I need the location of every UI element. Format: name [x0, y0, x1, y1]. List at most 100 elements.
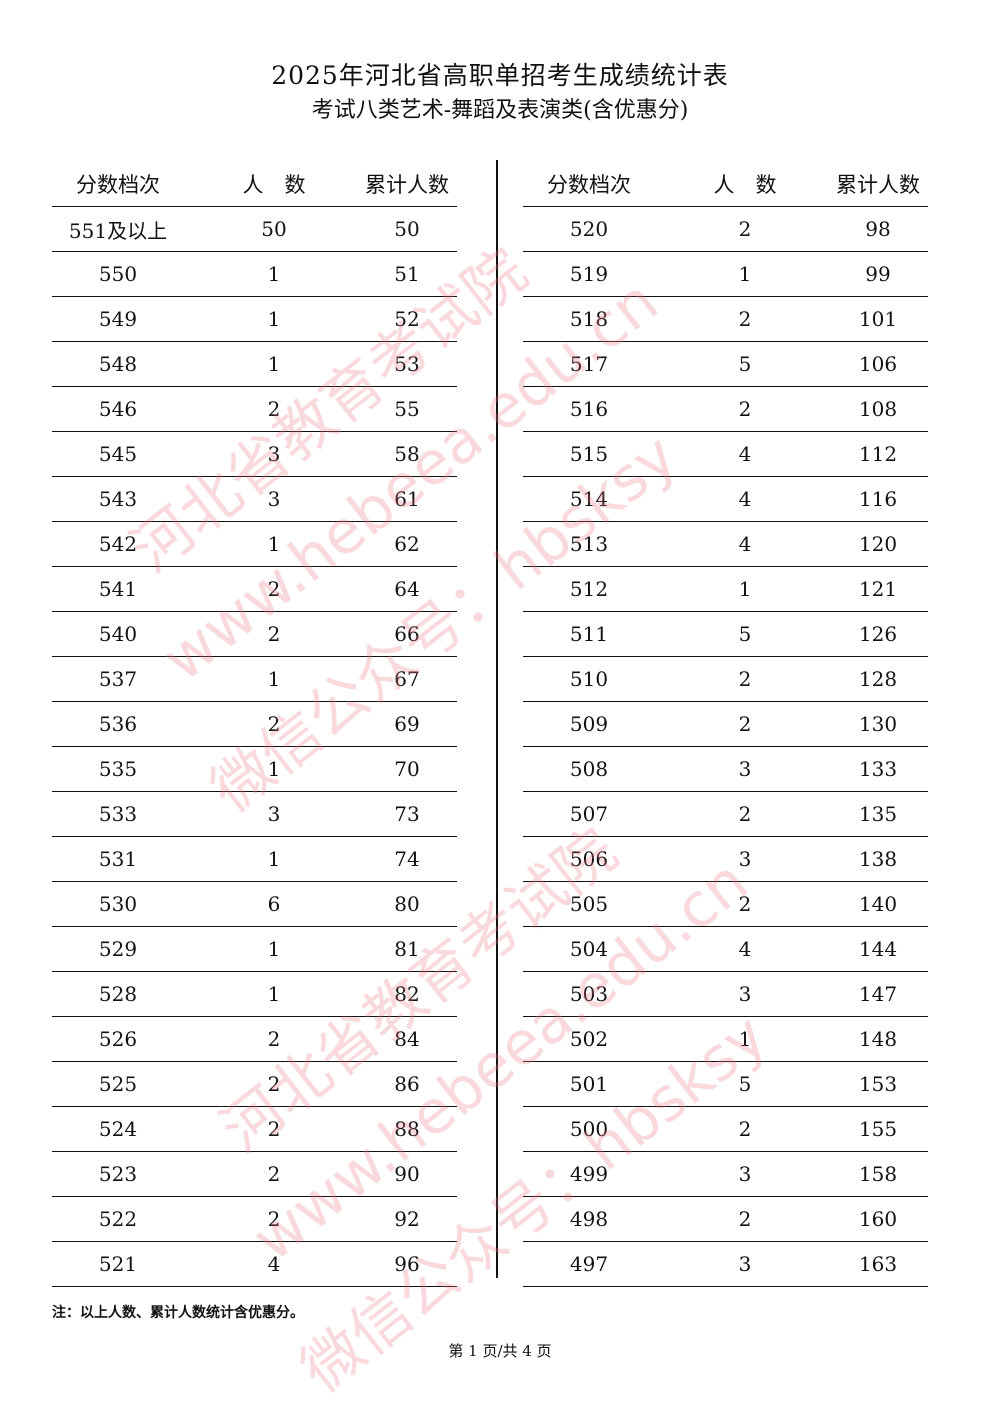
score-cell: 519: [569, 262, 609, 286]
score-cell: 537: [98, 667, 138, 691]
table-row: 499 3 158: [523, 1152, 928, 1197]
table-row: 536 2 69: [52, 702, 457, 747]
cumulative-cell: 67: [394, 667, 420, 691]
count-cell: 1: [267, 982, 281, 1006]
cumulative-cell: 135: [858, 802, 898, 826]
cumulative-cell: 51: [394, 262, 420, 286]
count-cell: 2: [267, 712, 281, 736]
count-cell: 3: [738, 1162, 752, 1186]
score-cell: 542: [98, 532, 138, 556]
score-cell: 545: [98, 442, 138, 466]
count-cell: 2: [738, 667, 752, 691]
count-cell: 3: [267, 442, 281, 466]
table-row: 543 3 61: [52, 477, 457, 522]
count-cell: 3: [738, 847, 752, 871]
table-row: 500 2 155: [523, 1107, 928, 1152]
score-cell: 505: [569, 892, 609, 916]
score-cell: 546: [98, 397, 138, 421]
table-row: 510 2 128: [523, 657, 928, 702]
count-cell: 2: [738, 217, 752, 241]
count-cell: 1: [738, 577, 752, 601]
count-cell: 2: [267, 397, 281, 421]
score-cell: 530: [98, 892, 138, 916]
table-header: 分数档次 人 数 累计人数: [52, 162, 457, 207]
table-row: 542 1 62: [52, 522, 457, 567]
count-cell: 1: [738, 262, 752, 286]
cumulative-cell: 52: [394, 307, 420, 331]
score-cell: 529: [98, 937, 138, 961]
cumulative-cell: 70: [394, 757, 420, 781]
score-cell: 535: [98, 757, 138, 781]
cumulative-cell: 112: [858, 442, 898, 466]
cumulative-cell: 106: [858, 352, 898, 376]
table-row: 520 2 98: [523, 207, 928, 252]
table-row: 531 1 74: [52, 837, 457, 882]
table-row: 502 1 148: [523, 1017, 928, 1062]
score-cell: 499: [569, 1162, 609, 1186]
cumulative-cell: 130: [858, 712, 898, 736]
count-cell: 3: [267, 487, 281, 511]
score-cell: 511: [569, 622, 609, 646]
cumulative-cell: 88: [394, 1117, 420, 1141]
cumulative-cell: 160: [858, 1207, 898, 1231]
table-row: 524 2 88: [52, 1107, 457, 1152]
score-cell: 512: [569, 577, 609, 601]
cumulative-cell: 147: [858, 982, 898, 1006]
score-cell: 504: [569, 937, 609, 961]
cumulative-cell: 61: [394, 487, 420, 511]
table-row: 505 2 140: [523, 882, 928, 927]
cumulative-cell: 121: [858, 577, 898, 601]
score-cell: 501: [569, 1072, 609, 1096]
score-cell: 521: [98, 1252, 138, 1276]
count-cell: 5: [738, 352, 752, 376]
cumulative-cell: 163: [858, 1252, 898, 1276]
table-row: 550 1 51: [52, 252, 457, 297]
count-cell: 2: [738, 892, 752, 916]
score-cell: 548: [98, 352, 138, 376]
table-row: 537 1 67: [52, 657, 457, 702]
score-table-right: 分数档次人 数累计人数 520 2 98 519 1 99 518 2 101 517 5 106 516…: [523, 162, 928, 1287]
cumulative-cell: 144: [858, 937, 898, 961]
cumulative-cell: 108: [858, 397, 898, 421]
cumulative-cell: 101: [858, 307, 898, 331]
count-cell: 1: [267, 757, 281, 781]
count-cell: 3: [738, 1252, 752, 1276]
count-cell: 1: [267, 667, 281, 691]
count-cell: 5: [738, 1072, 752, 1096]
table-row: 551及以上 50 50: [52, 207, 457, 252]
cumulative-cell: 64: [394, 577, 420, 601]
table-row: 545 3 58: [52, 432, 457, 477]
score-cell: 541: [98, 577, 138, 601]
count-cell: 2: [738, 1117, 752, 1141]
count-cell: 4: [738, 442, 752, 466]
count-cell: 1: [738, 1027, 752, 1051]
table-row: 540 2 66: [52, 612, 457, 657]
score-cell: 526: [98, 1027, 138, 1051]
count-cell: 2: [738, 1207, 752, 1231]
count-cell: 1: [267, 937, 281, 961]
table-row: 533 3 73: [52, 792, 457, 837]
table-row: 506 3 138: [523, 837, 928, 882]
count-cell: 1: [267, 847, 281, 871]
cumulative-cell: 155: [858, 1117, 898, 1141]
cumulative-cell: 138: [858, 847, 898, 871]
cumulative-cell: 153: [858, 1072, 898, 1096]
score-cell: 543: [98, 487, 138, 511]
cumulative-cell: 62: [394, 532, 420, 556]
score-cell: 549: [98, 307, 138, 331]
score-cell: 522: [98, 1207, 138, 1231]
table-row: 508 3 133: [523, 747, 928, 792]
table-row: 549 1 52: [52, 297, 457, 342]
score-cell: 498: [569, 1207, 609, 1231]
cumulative-cell: 86: [394, 1072, 420, 1096]
score-cell: 531: [98, 847, 138, 871]
count-cell: 2: [267, 577, 281, 601]
table-row: 519 1 99: [523, 252, 928, 297]
cumulative-cell: 158: [858, 1162, 898, 1186]
count-cell: 2: [267, 1072, 281, 1096]
count-cell: 1: [267, 352, 281, 376]
count-cell: 2: [738, 802, 752, 826]
table-row: 497 3 163: [523, 1242, 928, 1287]
cumulative-cell: 120: [858, 532, 898, 556]
count-cell: 1: [267, 262, 281, 286]
